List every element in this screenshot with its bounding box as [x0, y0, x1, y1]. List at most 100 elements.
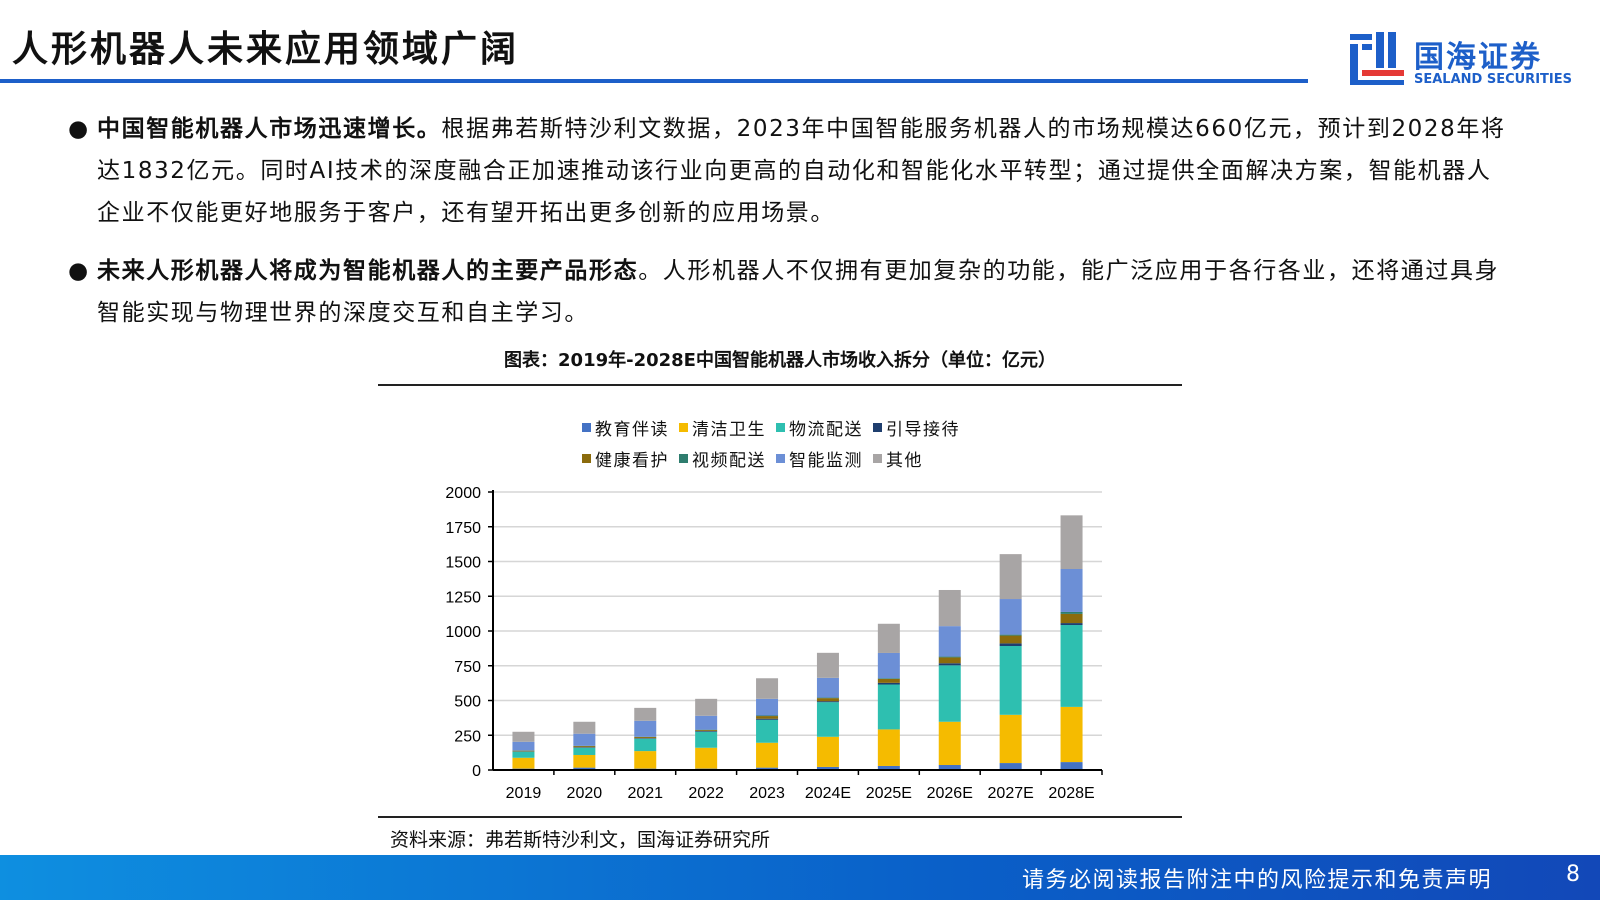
- bar-segment: [573, 767, 596, 770]
- bar-segment: [512, 731, 535, 742]
- logo-mark-icon: [1350, 32, 1404, 85]
- bar-segment: [938, 657, 961, 664]
- bar-segment: [1060, 623, 1083, 626]
- stacked-bar-chart: 0 250 500 750 1000 1250 1500 1750 2000 2019 2020 20…: [445, 485, 1103, 802]
- footer-bar: 请务必阅读报告附注中的风险提示和免责声明 8: [0, 855, 1600, 900]
- legend-swatch: [582, 423, 591, 432]
- bullet-bold: 中国智能机器人市场迅速增长。: [97, 116, 442, 142]
- legend-item: 清洁卫生: [679, 415, 766, 440]
- bar-segment: [816, 697, 839, 699]
- bar-segment: [634, 738, 657, 739]
- bar-segment: [999, 643, 1022, 647]
- y-tick-label: 250: [454, 728, 481, 745]
- legend-item: 引导接待: [873, 415, 960, 440]
- bar-segment: [756, 716, 779, 719]
- bar-segment: [1060, 515, 1083, 570]
- bar-segment: [756, 767, 779, 770]
- bar-segment: [573, 746, 596, 748]
- bar-segment: [573, 754, 596, 768]
- bar-segment: [999, 635, 1022, 644]
- bar-segment: [938, 721, 961, 765]
- bar-segment: [938, 764, 961, 770]
- legend-label: 智能监测: [789, 451, 863, 471]
- bar-segment: [999, 554, 1022, 600]
- bullet-item: ● 中国智能机器人市场迅速增长。根据弗若斯特沙利文数据，2023年中国智能服务机…: [66, 108, 1506, 234]
- bar-segment: [1060, 706, 1083, 763]
- bar-segment: [573, 747, 596, 755]
- bar-segment: [1060, 625, 1083, 707]
- legend-swatch: [776, 454, 785, 463]
- bar-segment: [816, 736, 839, 767]
- bar-segment: [695, 730, 718, 732]
- bar-segment: [877, 678, 900, 679]
- bar-segment: [634, 707, 657, 721]
- bar-segment: [877, 729, 900, 766]
- bar-segment: [573, 747, 596, 748]
- legend-item: 智能监测: [776, 446, 863, 471]
- x-tick-label: 2024E: [805, 785, 851, 802]
- bullet-bold: 未来人形机器人将成为智能机器人的主要产品形态: [97, 258, 639, 284]
- bar-segment: [695, 698, 718, 716]
- chart-legend-row-1: 教育伴读 清洁卫生 物流配送 引导接待: [582, 415, 1002, 440]
- company-logo: 国海证券 SEALAND SECURITIES: [1348, 30, 1588, 88]
- bar-segment: [877, 652, 900, 679]
- y-tick-label: 0: [472, 763, 481, 780]
- x-tick-label: 2025E: [866, 785, 912, 802]
- footer-disclaimer[interactable]: 请务必阅读报告附注中的风险提示和免责声明: [1021, 868, 1492, 893]
- bar-segment: [756, 715, 779, 717]
- bar-segment: [695, 715, 718, 730]
- source-note: 资料来源：弗若斯特沙利文，国海证券研究所: [390, 829, 771, 851]
- bar-segment: [816, 677, 839, 698]
- bar-segment: [756, 719, 779, 743]
- bar-segment: [512, 741, 535, 751]
- bar-segment: [938, 656, 961, 658]
- legend-label: 引导接待: [886, 420, 960, 440]
- legend-label: 教育伴读: [595, 420, 669, 440]
- bar-segment: [573, 721, 596, 734]
- x-tick-label: 2026E: [927, 785, 973, 802]
- bar-segment: [877, 682, 900, 685]
- bar-segment: [695, 731, 718, 732]
- y-tick-label: 1500: [445, 555, 481, 572]
- bullet-dot-icon: ●: [68, 116, 90, 142]
- legend-item: 其他: [873, 446, 923, 471]
- legend-label: 视频配送: [692, 451, 766, 471]
- logo-text-en: SEALAND SECURITIES: [1414, 72, 1572, 87]
- logo-text-cn: 国海证券: [1414, 40, 1542, 75]
- bar-segment: [1060, 762, 1083, 770]
- chart-bottom-rule: [378, 816, 1182, 818]
- legend-swatch: [679, 423, 688, 432]
- legend-label: 物流配送: [789, 420, 863, 440]
- bar-segment: [816, 766, 839, 770]
- bar-segment: [816, 698, 839, 702]
- bar-segment: [938, 665, 961, 722]
- legend-label: 其他: [886, 451, 923, 471]
- bar-segment: [756, 742, 779, 768]
- legend-item: 健康看护: [582, 446, 669, 471]
- y-tick-label: 1000: [445, 624, 481, 641]
- bar-segment: [512, 751, 535, 758]
- bar-segment: [634, 720, 657, 737]
- legend-item: 视频配送: [679, 446, 766, 471]
- bar-segment: [877, 623, 900, 653]
- bar-segment: [512, 750, 535, 752]
- y-tick-label: 750: [454, 659, 481, 676]
- bar-segment: [1060, 613, 1083, 624]
- legend-swatch: [873, 454, 882, 463]
- legend-swatch: [582, 454, 591, 463]
- x-tick-label: 2021: [627, 785, 663, 802]
- bullet-text: 根据弗若斯特沙利文数据，2023年中国智能服务机器人的市场规模达660亿元，预计…: [97, 116, 1506, 226]
- bar-segment: [938, 663, 961, 666]
- title-divider: [0, 79, 1308, 83]
- bullet-list: ● 中国智能机器人市场迅速增长。根据弗若斯特沙利文数据，2023年中国智能服务机…: [66, 108, 1506, 350]
- bar-segment: [877, 765, 900, 770]
- chart-title: 图表：2019年-2028E中国智能机器人市场收入拆分（单位：亿元）: [504, 350, 1056, 371]
- bullet-text: 。人形机器人不仅拥有更加复杂的功能，能广泛应用于各行各业，还将通过具身智能实现与…: [97, 258, 1500, 326]
- bar-segment: [816, 652, 839, 678]
- y-tick-label: 500: [454, 694, 481, 711]
- x-tick-label: 2027E: [988, 785, 1034, 802]
- x-tick-label: 2023: [749, 785, 785, 802]
- bar-segment: [756, 718, 779, 720]
- bar-segment: [756, 678, 779, 699]
- bar-segment: [634, 751, 657, 769]
